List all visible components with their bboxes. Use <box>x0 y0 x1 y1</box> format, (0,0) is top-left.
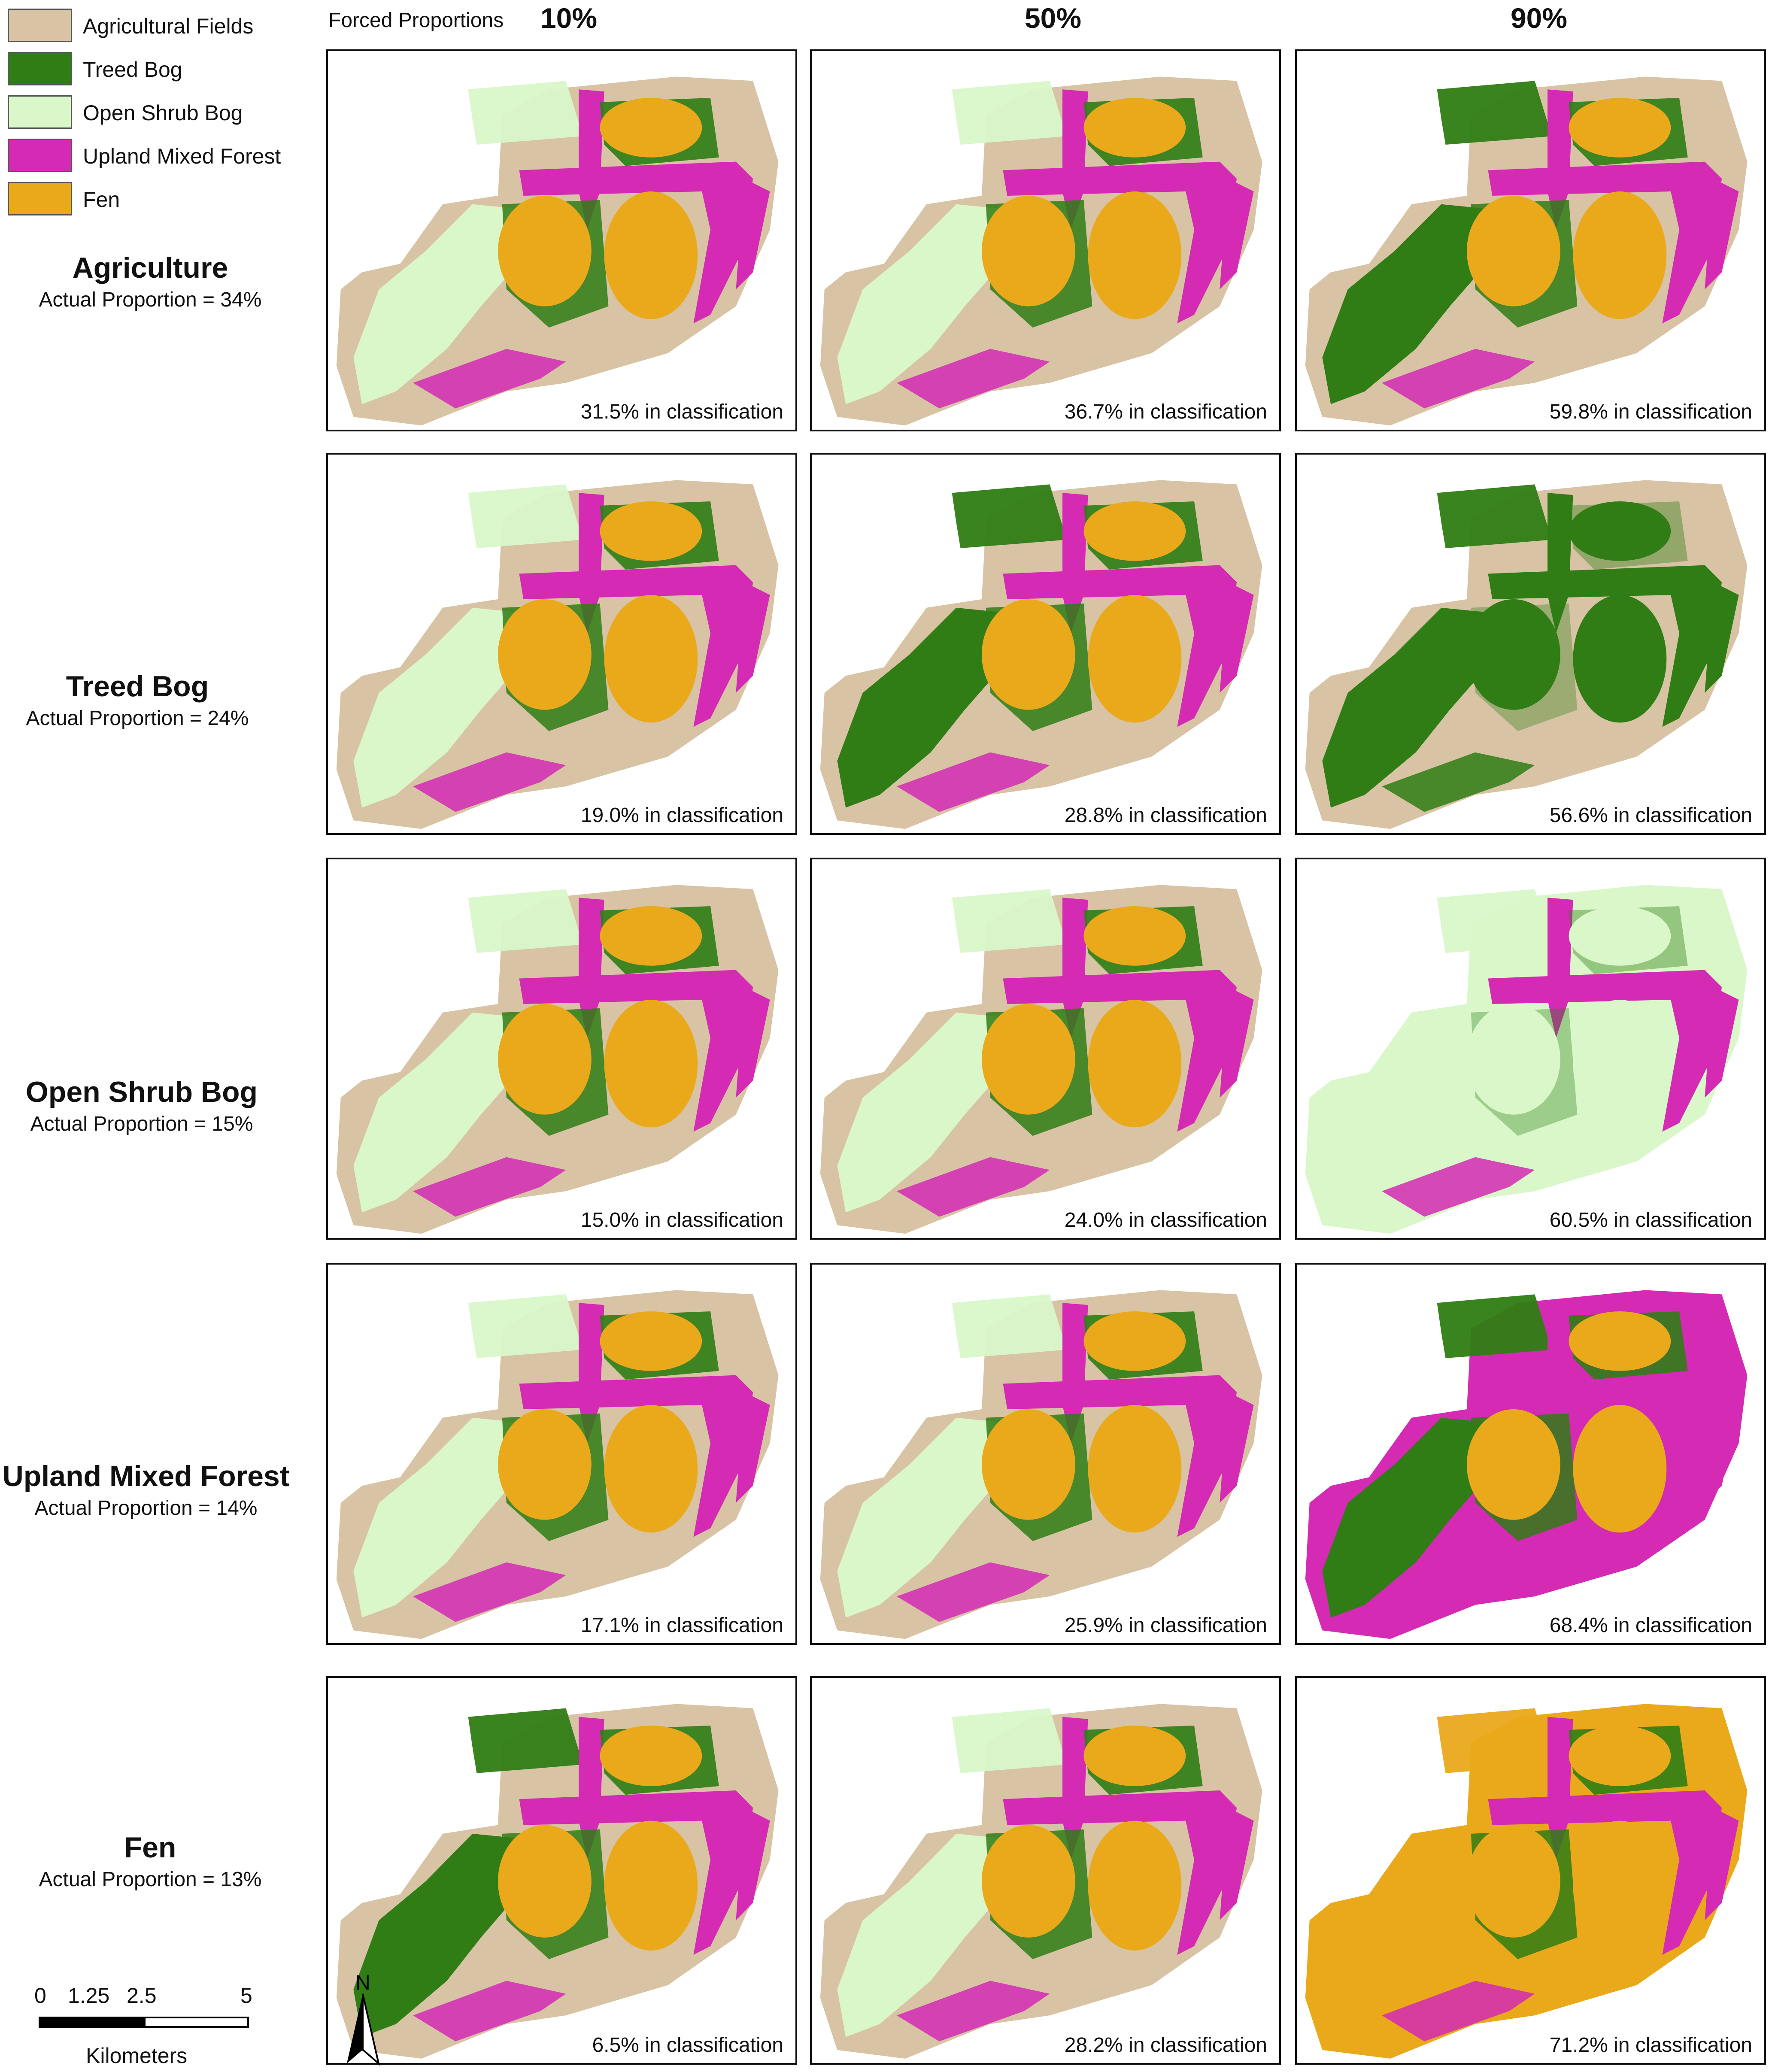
map-panel-fen-10: 6.5% in classification <box>326 1676 797 2065</box>
scale-tick-label: 1.25 <box>68 1984 110 2008</box>
map-panel-open-shrub-bog-50: 24.0% in classification <box>810 858 1281 1240</box>
scale-tick-label: 2.5 <box>127 1984 157 2008</box>
map-panel-treed-bog-10: 19.0% in classification <box>326 453 797 835</box>
legend-label: Upland Mixed Forest <box>83 144 281 168</box>
panel-caption: 19.0% in classification <box>578 804 786 827</box>
row-subtitle: Actual Proportion = 34% <box>39 288 262 311</box>
classification-map-image <box>336 1290 779 1639</box>
panel-caption: 31.5% in classification <box>578 400 786 424</box>
panel-caption: 36.7% in classification <box>1062 400 1270 424</box>
column-header-10: 10% <box>540 2 598 34</box>
map-panel-fen-50: 28.2% in classification <box>810 1676 1281 2065</box>
classification-map-image <box>820 480 1262 829</box>
north-label: N <box>355 1972 370 1994</box>
map-panel-upland-mixed-forest-50: 25.9% in classification <box>810 1263 1281 1645</box>
row-title: Treed Bog <box>66 670 209 703</box>
row-subtitle: Actual Proportion = 14% <box>34 1497 258 1520</box>
row-title: Fen <box>124 1831 176 1864</box>
map-panel-treed-bog-90: 56.6% in classification <box>1295 453 1766 835</box>
classification-map-image <box>820 1290 1262 1639</box>
scale-tick-label: 0 <box>34 1984 46 2008</box>
map-panel-open-shrub-bog-10: 15.0% in classification <box>326 858 797 1240</box>
legend-swatch <box>8 9 72 42</box>
north-arrow: N <box>343 1964 382 2067</box>
classification-map-image <box>336 1704 779 2059</box>
legend-swatch <box>8 52 72 85</box>
map-panel-upland-mixed-forest-10: 17.1% in classification <box>326 1263 797 1645</box>
legend-swatch <box>8 139 72 172</box>
row-label-open-shrub-bog: Open Shrub Bog Actual Proportion = 15% <box>0 1075 292 1136</box>
row-subtitle: Actual Proportion = 15% <box>30 1113 253 1135</box>
scale-segment-empty <box>144 2017 249 2028</box>
panel-caption: 28.2% in classification <box>1062 2033 1270 2057</box>
map-panel-agriculture-10: 31.5% in classification <box>326 49 797 431</box>
legend-swatch <box>8 95 72 129</box>
map-panel-fen-90: 71.2% in classification <box>1295 1676 1766 2065</box>
panel-caption: 71.2% in classification <box>1547 2033 1755 2057</box>
row-label-upland-mixed-forest: Upland Mixed Forest Actual Proportion = … <box>0 1459 296 1520</box>
row-title: Agriculture <box>72 252 228 284</box>
column-header-50: 50% <box>1024 2 1082 34</box>
row-label-agriculture: Agriculture Actual Proportion = 34% <box>0 251 300 312</box>
scale-segment-filled <box>39 2017 144 2028</box>
panel-caption: 60.5% in classification <box>1547 1208 1755 1232</box>
map-panel-upland-mixed-forest-90: 68.4% in classification <box>1295 1263 1766 1645</box>
row-title: Upland Mixed Forest <box>2 1460 290 1493</box>
classification-map-image <box>820 885 1262 1234</box>
map-panel-open-shrub-bog-90: 60.5% in classification <box>1295 858 1766 1240</box>
classification-map-image <box>1305 1290 1748 1639</box>
scale-unit-label: Kilometers <box>86 2044 188 2068</box>
panel-caption: 17.1% in classification <box>578 1614 786 1637</box>
row-label-treed-bog: Treed Bog Actual Proportion = 24% <box>0 670 288 730</box>
panel-caption: 25.9% in classification <box>1062 1614 1270 1637</box>
column-header-90: 90% <box>1510 2 1568 34</box>
legend-label: Fen <box>83 188 120 212</box>
row-title: Open Shrub Bog <box>25 1076 258 1108</box>
classification-map-image <box>1305 76 1748 426</box>
legend-label: Agricultural Fields <box>83 14 254 38</box>
row-label-fen: Fen Actual Proportion = 13% <box>0 1831 300 1891</box>
panel-caption: 28.8% in classification <box>1062 804 1270 827</box>
classification-map-image <box>336 76 779 426</box>
panel-caption: 15.0% in classification <box>578 1208 786 1232</box>
map-panel-agriculture-90: 59.8% in classification <box>1295 49 1766 431</box>
scale-bar: 0 1.25 2.5 5 Kilometers <box>30 1983 253 2069</box>
legend-label: Open Shrub Bog <box>83 101 243 125</box>
map-panel-agriculture-50: 36.7% in classification <box>810 49 1281 431</box>
classification-map-image <box>820 76 1262 426</box>
scale-tick-label: 5 <box>240 1984 252 2008</box>
row-subtitle: Actual Proportion = 24% <box>26 707 249 730</box>
north-arrow-icon: N <box>347 1972 380 2066</box>
classification-map-image <box>1305 480 1748 829</box>
legend-label: Treed Bog <box>83 58 182 82</box>
classification-map-image <box>1305 885 1748 1234</box>
classification-map-image <box>336 885 779 1234</box>
panel-caption: 59.8% in classification <box>1547 400 1755 424</box>
row-subtitle: Actual Proportion = 13% <box>39 1868 262 1891</box>
panel-caption: 24.0% in classification <box>1062 1208 1270 1232</box>
classification-map-image <box>336 480 779 829</box>
panel-caption: 68.4% in classification <box>1547 1614 1755 1637</box>
legend-swatch <box>8 182 72 215</box>
panel-caption: 6.5% in classification <box>589 2033 786 2057</box>
panel-caption: 56.6% in classification <box>1547 804 1755 827</box>
classification-map-image <box>820 1704 1262 2059</box>
forced-proportions-label: Forced Proportions <box>328 9 504 32</box>
classification-map-image <box>1305 1704 1748 2059</box>
map-panel-treed-bog-50: 28.8% in classification <box>810 453 1281 835</box>
